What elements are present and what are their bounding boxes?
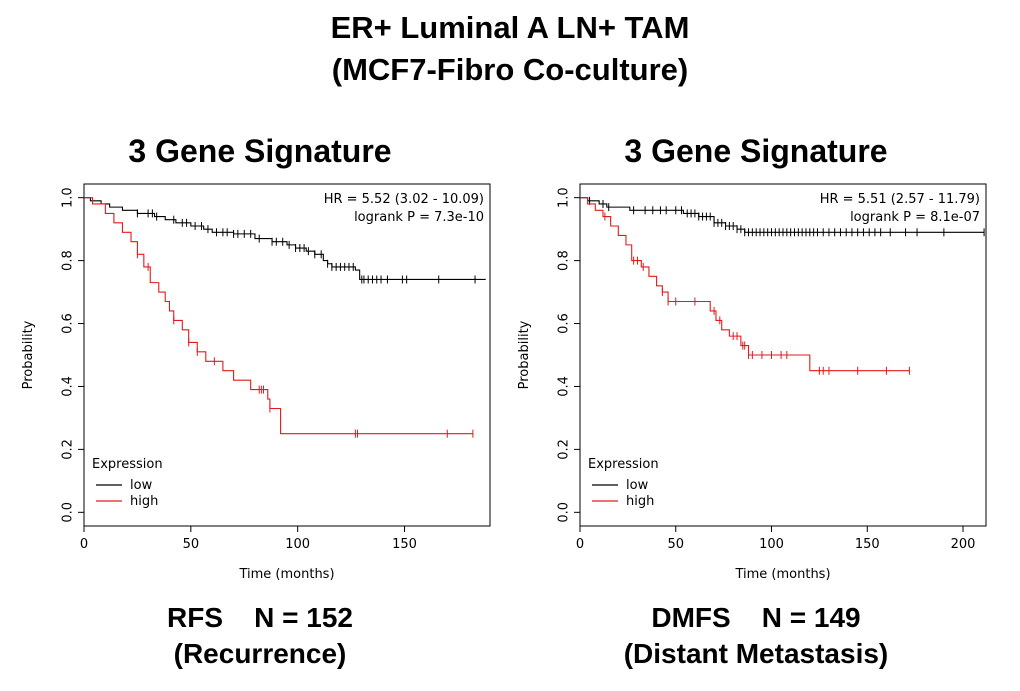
y-tick-label: 0.8 <box>61 250 76 271</box>
legend-title: Expression <box>588 457 659 472</box>
y-tick-label: 0.6 <box>557 313 572 334</box>
logrank-annotation: logrank P = 8.1e-07 <box>850 210 980 225</box>
logrank-annotation: logrank P = 7.3e-10 <box>354 210 484 225</box>
legend-label-low: low <box>130 478 153 493</box>
km-curve-high <box>84 197 473 435</box>
hr-annotation: HR = 5.51 (2.57 - 11.79) <box>820 192 980 207</box>
x-tick-label: 200 <box>951 537 976 552</box>
rfs-panel: 3 Gene Signature 0 50 100 150 0.0 0.2 0.4 0.6 0.… <box>10 128 510 688</box>
hr-annotation: HR = 5.52 (3.02 - 10.09) <box>324 192 484 207</box>
y-tick-label: 0.4 <box>557 376 572 397</box>
x-tick-label: 100 <box>285 537 310 552</box>
legend-label-high: high <box>130 494 158 509</box>
y-tick-label: 0.0 <box>61 502 76 523</box>
dmfs-km-chart: 0 50 100 150 200 0.0 0.2 0.4 0.6 0.8 1.0 Time (mont… <box>517 183 987 582</box>
y-tick-label: 1.0 <box>61 187 76 208</box>
x-axis-label: Time (months) <box>734 567 830 582</box>
y-tick-label: 0.8 <box>557 250 572 271</box>
x-tick-label: 150 <box>855 537 880 552</box>
rfs-km-chart: 0 50 100 150 0.0 0.2 0.4 0.6 0.8 1.0 Time (months)… <box>21 183 491 582</box>
main-title-line1: ER+ Luminal A LN+ TAM <box>330 10 690 45</box>
x-tick-label: 50 <box>183 537 200 552</box>
legend-label-high: high <box>626 494 654 509</box>
x-tick-label: 100 <box>759 537 784 552</box>
legend-title: Expression <box>92 457 163 472</box>
x-tick-label: 150 <box>392 537 417 552</box>
main-title-line2: (MCF7-Fibro Co-culture) <box>331 52 689 87</box>
x-tick-label: 50 <box>667 537 684 552</box>
y-tick-label: 0.0 <box>557 502 572 523</box>
x-tick-label: 0 <box>80 537 88 552</box>
km-curve-high <box>580 197 910 372</box>
y-axis-label: Probability <box>517 320 532 389</box>
panel-subtitle: 3 Gene Signature <box>624 133 888 169</box>
plot-frame <box>83 183 491 527</box>
dmfs-panel: 3 Gene Signature 0 50 100 150 200 0.0 0.2 0.4 0.… <box>506 128 1006 688</box>
y-axis-label: Probability <box>21 320 36 389</box>
legend-label-low: low <box>626 478 649 493</box>
panel-subtitle: 3 Gene Signature <box>128 133 392 169</box>
x-axis-label: Time (months) <box>238 567 334 582</box>
y-tick-label: 0.4 <box>61 376 76 397</box>
dmfs-caption-n: DMFS N = 149 <box>651 602 861 633</box>
rfs-caption-desc: (Recurrence) <box>173 638 347 669</box>
y-tick-label: 1.0 <box>557 187 572 208</box>
y-tick-label: 0.6 <box>61 313 76 334</box>
rfs-caption-n: RFS N = 152 <box>167 602 353 633</box>
dmfs-caption-desc: (Distant Metastasis) <box>623 638 889 669</box>
plot-frame <box>579 183 987 527</box>
y-tick-label: 0.2 <box>557 439 572 460</box>
x-tick-label: 0 <box>576 537 584 552</box>
y-tick-label: 0.2 <box>61 439 76 460</box>
